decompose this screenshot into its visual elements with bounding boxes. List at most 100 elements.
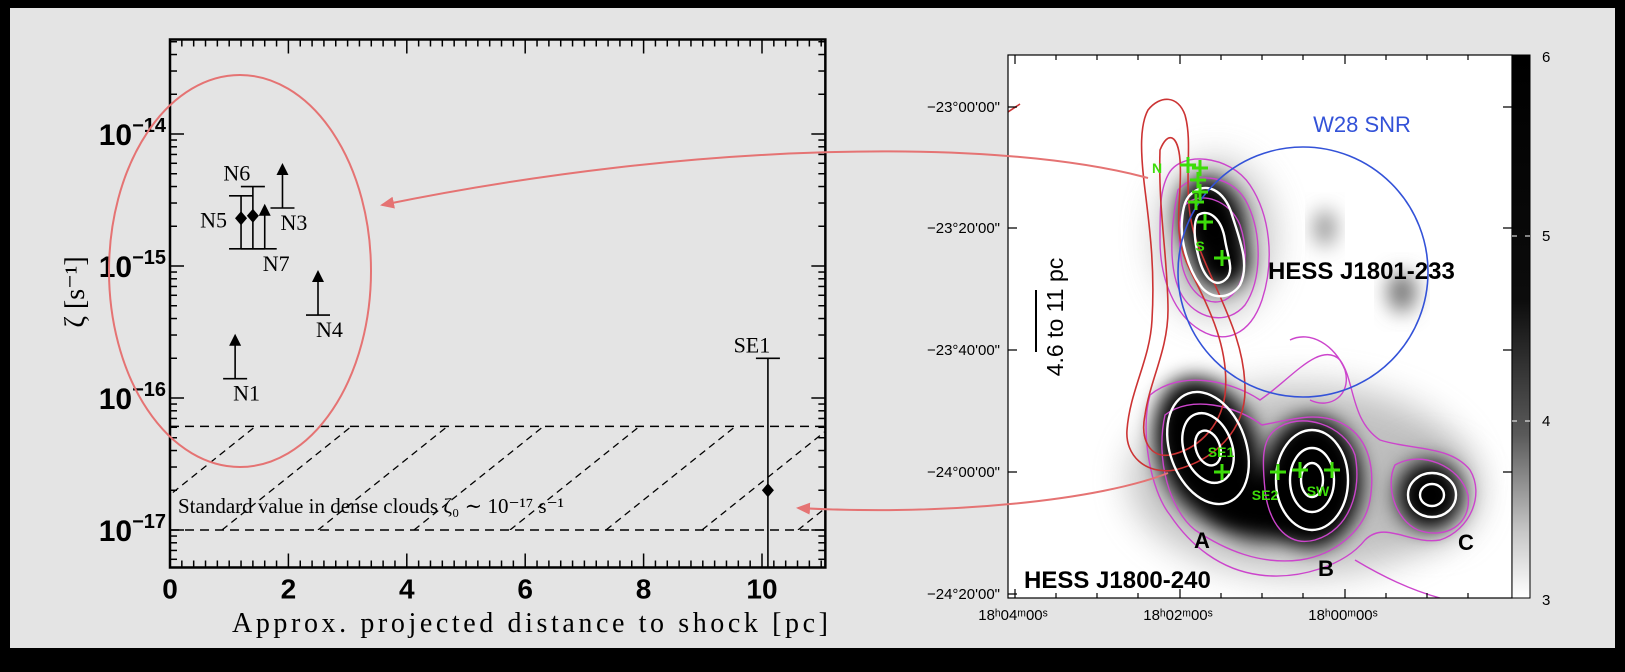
highlight-ellipse xyxy=(108,74,372,468)
cloud-labels: N S SE1 SE2 SW xyxy=(1152,160,1330,503)
white-contours xyxy=(1165,186,1458,532)
ra-label: 18ʰ00ᵐ00ˢ xyxy=(1308,607,1378,624)
y-tick-label-exponent: −16 xyxy=(132,379,166,401)
cloud-marker xyxy=(1180,157,1196,173)
y-tick-label: 10−14 xyxy=(99,115,167,152)
y-tick-label: 10−17 xyxy=(99,511,166,548)
dec-label: −23°20'00" xyxy=(927,220,1000,237)
cloud-marker xyxy=(1270,464,1286,480)
data-point-label: N5 xyxy=(200,207,227,232)
dec-axis-labels: −23°00'00" −23°20'00" −23°40'00" −24°00'… xyxy=(927,99,1000,603)
ionization-rate-chart: Standard value in dense clouds ζ₀ ∼ 10⁻¹… xyxy=(99,38,827,604)
data-point-N4: N4 xyxy=(306,270,343,342)
gamma-ray-map: N S SE1 SE2 SW W28 SNR HESS J1801-233 HE… xyxy=(927,49,1550,624)
cloud-marker xyxy=(1192,160,1208,176)
lower-limit-arrowhead xyxy=(258,203,271,216)
arrow-north-clouds xyxy=(380,150,1149,209)
hatch-line xyxy=(605,426,736,530)
x-tick-label: 4 xyxy=(399,573,415,604)
source-label-south: HESS J1800-240 xyxy=(1024,567,1211,594)
data-point-label: N7 xyxy=(263,251,290,276)
x-tick-label: 8 xyxy=(636,573,652,604)
y-tick-label-base: 10 xyxy=(99,515,132,548)
data-point-SE1: SE1 xyxy=(734,332,780,568)
x-tick-label: 10 xyxy=(746,573,777,604)
data-point-N3: N3 xyxy=(270,163,307,235)
data-point-label: N3 xyxy=(280,210,307,235)
region-label-c: C xyxy=(1458,530,1474,555)
dec-label: −23°00'00" xyxy=(927,99,1000,116)
cloud-marker xyxy=(1292,462,1308,478)
cloud-marker xyxy=(1214,250,1230,266)
hatch-line xyxy=(509,426,640,530)
lower-limit-arrowhead xyxy=(312,270,324,283)
data-point-label: N4 xyxy=(316,317,343,342)
x-tick-label: 6 xyxy=(517,573,533,604)
data-marker-diamond xyxy=(246,208,259,223)
hatch-line xyxy=(221,426,352,530)
colorbar-label: 4 xyxy=(1542,413,1550,430)
cloud-marker xyxy=(1190,172,1206,188)
w28-snr-circle xyxy=(1177,146,1429,398)
scale-bar-label: 4.6 to 11 pc xyxy=(1042,258,1068,377)
data-point-label: N6 xyxy=(223,161,250,186)
data-marker-diamond xyxy=(761,483,774,498)
data-point-label: SE1 xyxy=(734,332,771,357)
lower-limit-arrowhead xyxy=(229,333,242,346)
dec-label: −24°00'00" xyxy=(927,464,1000,481)
region-label-a: A xyxy=(1194,528,1210,553)
faint-blob xyxy=(1315,210,1335,246)
cloud-label-se1: SE1 xyxy=(1208,444,1235,460)
region-label-b: B xyxy=(1318,556,1334,581)
cloud-marker xyxy=(1188,194,1204,210)
cloud-label-n: N xyxy=(1152,160,1162,176)
hatch-line xyxy=(701,430,826,530)
cloud-marker xyxy=(1192,184,1208,200)
axis-ticks xyxy=(169,39,826,568)
colorbar-labels: 6 5 4 3 xyxy=(1542,49,1550,609)
cloud-markers xyxy=(1180,157,1340,480)
colorbar-ticks xyxy=(1512,235,1530,422)
map-image: N S SE1 SE2 SW W28 SNR HESS J1801-233 HE… xyxy=(1008,98,1477,598)
y-tick-label-base: 10 xyxy=(99,119,132,152)
lower-limit-arrowhead xyxy=(276,163,289,176)
ra-label: 18ʰ02ᵐ00ˢ xyxy=(1143,607,1213,624)
y-tick-label: 10−16 xyxy=(99,379,166,416)
colorbar xyxy=(1511,54,1531,599)
data-point-label: N1 xyxy=(233,381,260,406)
data-point-N5: N5 xyxy=(200,195,254,250)
x-axis-label: Approx. projected distance to shock [pc] xyxy=(232,608,828,639)
y-tick-label-base: 10 xyxy=(99,251,132,284)
cloud-marker xyxy=(1197,214,1213,230)
y-tick-label: 10−15 xyxy=(99,247,166,284)
snr-label: W28 SNR xyxy=(1313,112,1411,137)
y-tick-label-base: 10 xyxy=(99,383,132,416)
map-ticks xyxy=(1008,55,1512,598)
faint-blob xyxy=(1388,272,1416,312)
cloud-label-se2: SE2 xyxy=(1252,487,1279,503)
reference-band: Standard value in dense clouds ζ₀ ∼ 10⁻¹… xyxy=(170,425,826,531)
colorbar-label: 5 xyxy=(1542,228,1550,245)
plot-frame xyxy=(168,38,827,569)
hatch-line xyxy=(170,426,256,496)
cloud-label-sw: SW xyxy=(1307,483,1330,499)
x-tick-label: 2 xyxy=(281,573,297,604)
reference-band-label: Standard value in dense clouds ζ₀ ∼ 10⁻¹… xyxy=(178,494,564,518)
data-point-N7: N7 xyxy=(252,203,290,276)
ra-axis-labels: 18ʰ04ᵐ00ˢ 18ʰ02ᵐ00ˢ 18ʰ00ᵐ00ˢ xyxy=(978,607,1378,624)
cloud-marker xyxy=(1214,464,1230,480)
hatch-line xyxy=(413,426,544,530)
dec-label: −23°40'00" xyxy=(927,342,1000,359)
dec-label: −24°20'00" xyxy=(927,586,1000,603)
data-point-N1: N1 xyxy=(223,333,260,406)
hatch-line xyxy=(317,426,448,530)
y-tick-label-exponent: −14 xyxy=(132,115,167,137)
cloud-marker xyxy=(1324,462,1340,478)
y-axis-label: ζ [s⁻¹] xyxy=(60,256,91,327)
hatch-line xyxy=(797,507,826,530)
ra-label: 18ʰ04ᵐ00ˢ xyxy=(978,607,1048,624)
magenta-contours xyxy=(1145,158,1477,598)
reference-band-hatching xyxy=(170,426,826,530)
data-marker-diamond xyxy=(235,211,248,226)
x-tick-label: 0 xyxy=(162,573,178,604)
